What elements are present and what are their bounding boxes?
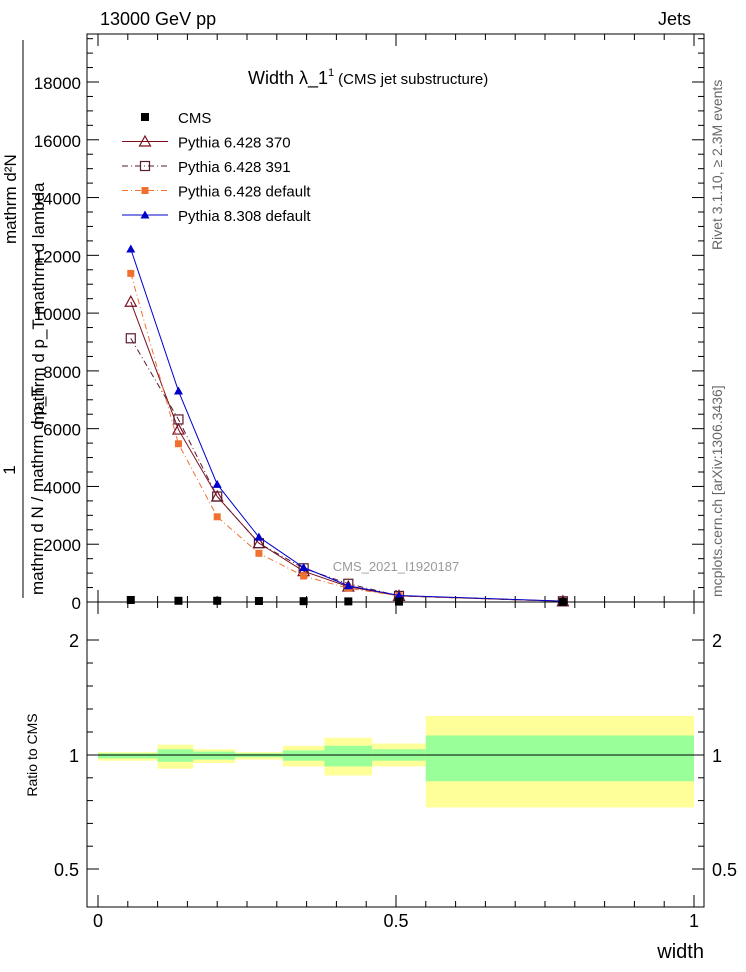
cms-data-point (299, 597, 308, 606)
y-tick-label: 10000 (34, 305, 81, 324)
y-tick-label: 0 (72, 594, 81, 613)
legend-label: Pythia 8.308 default (178, 208, 311, 225)
ratio-tick-label-right: 0.5 (712, 860, 737, 880)
ratio-band-green (425, 735, 694, 782)
chart-title-sup: 1 (328, 67, 334, 79)
mcplots-label: mcplots.cern.ch [arXiv:1306.3436] (709, 385, 725, 597)
header-left: 13000 GeV pp (100, 9, 216, 29)
ratio-x-axis: 0 0.5 1 (93, 602, 699, 931)
mc-series (124, 244, 570, 607)
y-axis-label: mathrm d²N mathrm d p_T mathrm d lambda … (0, 40, 48, 598)
series-line-0 (130, 301, 563, 602)
legend-label: CMS (178, 110, 211, 127)
legend-label: Pythia 6.428 391 (178, 159, 291, 176)
rivet-label: Rivet 3.1.10, ≥ 2.3M events (709, 80, 725, 250)
ratio-band-green (193, 751, 236, 760)
y-tick-label: 14000 (34, 190, 81, 209)
ratio-band-green (324, 745, 373, 767)
series-point-2 (255, 549, 263, 557)
ratio-tick-label: 2 (69, 631, 79, 651)
x-tick-label: 0.5 (383, 911, 408, 931)
x-tick-label: 0 (93, 911, 103, 931)
legend-marker (138, 134, 152, 147)
series-point-1 (125, 333, 136, 344)
legend: CMS Pythia 6.428 370 Pythia 6.428 391 Pythi… (122, 110, 311, 225)
ratio-tick-label: 0.5 (54, 860, 79, 880)
legend-marker (141, 113, 149, 121)
legend-marker (141, 187, 149, 194)
series-point-3 (254, 532, 264, 541)
legend-marker (140, 210, 150, 219)
series-point-3 (299, 563, 309, 572)
chart-title: Width λ_11 (CMS jet substructure) (248, 67, 488, 89)
chart-title-paren: (CMS jet substructure) (338, 71, 488, 88)
cms-data-point (213, 596, 222, 605)
ratio-bands (98, 715, 694, 808)
y-tick-label: 18000 (34, 74, 81, 93)
cms-data-point (254, 596, 263, 605)
series-point-2 (213, 513, 221, 521)
y-tick-label: 16000 (34, 132, 81, 151)
analysis-watermark: CMS_2021_I1920187 (333, 559, 460, 574)
cms-data-point (126, 595, 135, 604)
series-line-1 (130, 338, 563, 602)
ylabel-factor-bottom: mathrm d N / mathrm d p_T (28, 386, 47, 595)
ylabel-denominator: mathrm d p_T mathrm d lambda (29, 182, 48, 425)
series-point-3 (173, 386, 183, 395)
series-point-2 (174, 440, 182, 448)
series-point-0 (171, 422, 185, 435)
series-point-1 (173, 414, 184, 425)
ylabel-factor-top: 1 (0, 465, 19, 474)
ratio-tick-label: 1 (69, 746, 79, 766)
y-tick-label: 4000 (43, 478, 81, 497)
series-point-2 (127, 269, 135, 277)
x-tick-label: 1 (689, 911, 699, 931)
ratio-band-green (282, 750, 325, 761)
series-point-0 (124, 295, 138, 307)
y-tick-label: 2000 (43, 536, 81, 555)
ratio-ylabel: Ratio to CMS (24, 713, 40, 796)
cms-data-points (126, 595, 567, 606)
chart-title-main: Width λ_1 (248, 68, 328, 89)
series-point-3 (343, 581, 353, 590)
series-point-3 (126, 244, 136, 253)
y-tick-label: 12000 (34, 247, 81, 266)
legend-label: Pythia 6.428 default (178, 184, 311, 201)
cms-data-point (344, 597, 353, 606)
y-tick-label: 8000 (43, 363, 81, 382)
series-line-3 (130, 248, 563, 602)
ratio-band-green (157, 749, 194, 762)
ylabel-numerator: mathrm d²N (1, 154, 20, 244)
main-y-axis: 0 2000 4000 6000 8000 10000 12000 14000 16000 180… (34, 38, 704, 613)
x-axis-label: width (656, 941, 704, 963)
ratio-y-axis: 0.5 0.5 1 1 2 2 (54, 631, 737, 880)
series-point-3 (212, 479, 222, 488)
legend-marker (139, 160, 151, 172)
y-tick-label: 6000 (43, 421, 81, 440)
series-point-2 (300, 572, 308, 580)
ratio-tick-label-right: 2 (712, 631, 722, 651)
cms-data-point (174, 596, 183, 605)
header-right: Jets (658, 9, 691, 29)
ratio-tick-label-right: 1 (712, 746, 722, 766)
series-line-2 (130, 273, 563, 602)
legend-label: Pythia 6.428 370 (178, 135, 291, 152)
series-point-3 (394, 591, 404, 600)
ratio-band-green (98, 753, 158, 759)
series-point-1 (212, 491, 223, 502)
